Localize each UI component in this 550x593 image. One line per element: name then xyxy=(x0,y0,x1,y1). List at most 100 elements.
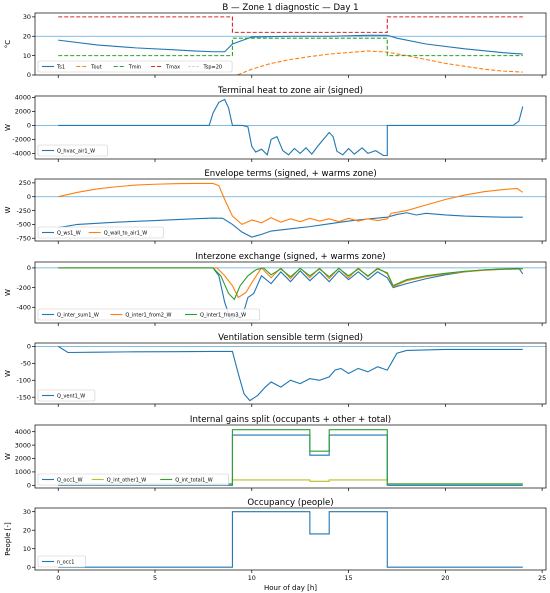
y-tick-label: -250 xyxy=(16,207,31,215)
series-q-vent1-w xyxy=(57,345,523,402)
y-tick-label: -750 xyxy=(16,234,31,242)
series-tmin xyxy=(58,37,523,57)
axes-frame xyxy=(34,261,547,324)
y-tick-label: 30 xyxy=(23,508,31,516)
series-tout xyxy=(235,50,523,75)
x-tick-label: 20 xyxy=(441,574,449,582)
y-tick-label: -100 xyxy=(16,376,31,384)
legend: Q_occ1_W Q_int_other1_W Q_int_total1_W xyxy=(37,473,229,486)
x-tick-label: 25 xyxy=(538,574,546,582)
panel-3: Envelope terms (signed, + warms zone) W -7… xyxy=(4,169,547,244)
y-tick-label: 10 xyxy=(23,52,31,60)
series-q-hvac-air1-w xyxy=(58,98,524,157)
y-axis-label: People [-] xyxy=(4,522,12,556)
x-tick-label: 0 xyxy=(56,574,60,582)
axes-frame xyxy=(34,507,547,571)
series-q-inter1-from3-w xyxy=(58,267,523,301)
y-tick-label: -2000 xyxy=(12,136,31,144)
legend-box xyxy=(37,555,86,568)
panel-title: Terminal heat to zone air (signed) xyxy=(217,86,363,96)
y-tick-label: -200 xyxy=(16,284,31,292)
series-q-int-total1-w xyxy=(58,429,523,485)
y-axis-label: W xyxy=(4,370,12,377)
x-tick-label: 5 xyxy=(153,574,157,582)
y-tick-label: 2000 xyxy=(15,455,31,463)
panel-title: B — Zone 1 diagnostic — Day 1 xyxy=(222,3,358,13)
legend-label: Q_hvac_air1_W xyxy=(57,148,95,154)
legend: Q_hvac_air1_W xyxy=(37,144,108,157)
y-tick-label: 250 xyxy=(19,179,31,187)
panel-2: Terminal heat to zone air (signed) W -4000… xyxy=(4,86,547,162)
legend-label: Q_int_other1_W xyxy=(107,477,146,483)
legend-label: Q_ws1_W xyxy=(57,230,81,236)
y-tick-label: -50 xyxy=(21,360,31,368)
y-tick-label: 3000 xyxy=(15,441,31,449)
legend-label: Tsp=20 xyxy=(203,64,223,70)
y-axis-label: W xyxy=(4,124,12,131)
series-tmax xyxy=(58,16,523,33)
panel-5: Ventilation sensible term (signed) W -150 -… xyxy=(4,333,547,407)
y-tick-label: -4000 xyxy=(12,150,31,158)
y-axis-label: W xyxy=(4,289,12,296)
y-tick-label: 2000 xyxy=(15,108,31,116)
series-q-inter1-from2-w xyxy=(58,267,523,299)
legend-label: Q_int_total1_W xyxy=(175,477,213,483)
legend-label: Tmax xyxy=(165,64,180,70)
y-tick-label: 0 xyxy=(27,122,31,130)
x-tick-label: 10 xyxy=(248,574,256,582)
legend-label: Q_inter_sum1_W xyxy=(57,312,99,318)
legend-label: Q_inter1_from2_W xyxy=(125,312,171,318)
x-tick-label: 15 xyxy=(344,574,352,582)
y-tick-label: -400 xyxy=(16,303,31,311)
x-axis-label: Hour of day [h] xyxy=(264,584,317,592)
series-q-ws1-w xyxy=(58,212,523,238)
legend-label: Q_occ1_W xyxy=(57,477,83,483)
y-tick-label: 0 xyxy=(27,193,31,201)
y-tick-label: 0 xyxy=(27,343,31,351)
legend-label: Tout xyxy=(90,64,101,70)
y-tick-label: 0 xyxy=(27,482,31,490)
panel-4: Interzone exchange (signed, + warms zone… xyxy=(4,252,547,326)
panel-7: Occupancy (people) People [-] 0 10 20 30 0 5 10 1… xyxy=(4,498,547,592)
series-ts1 xyxy=(58,34,523,55)
legend-box xyxy=(37,144,108,157)
panel-title: Interzone exchange (signed, + warms zone… xyxy=(195,252,385,262)
panel-title: Internal gains split (occupants + other … xyxy=(190,415,391,425)
legend-label: Ts1 xyxy=(56,64,65,70)
legend: Q_ws1_W Q_wall_to_air1_W xyxy=(37,226,164,239)
y-tick-label: 20 xyxy=(23,32,31,40)
y-tick-label: 0 xyxy=(27,264,31,272)
panel-1: B — Zone 1 diagnostic — Day 1 °C 0 10 20 30 Ts… xyxy=(4,3,547,79)
y-tick-label: 30 xyxy=(23,13,31,21)
legend-box xyxy=(37,308,260,321)
y-tick-label: 4000 xyxy=(15,94,31,102)
panel-title: Ventilation sensible term (signed) xyxy=(218,333,363,343)
legend: Q_inter_sum1_W Q_inter1_from2_W Q_inter1_f… xyxy=(37,308,260,321)
axes-frame xyxy=(34,95,547,160)
y-tick-label: 10 xyxy=(23,545,31,553)
series-n-occ1 xyxy=(58,511,523,568)
y-axis-label: °C xyxy=(4,40,12,49)
axes-frame xyxy=(34,342,547,405)
panel-title: Occupancy (people) xyxy=(247,498,333,508)
panel-6: Internal gains split (occupants + other … xyxy=(4,415,547,491)
y-tick-label: 20 xyxy=(23,526,31,534)
legend-label: Q_vent1_W xyxy=(57,393,85,399)
panel-title: Envelope terms (signed, + warms zone) xyxy=(204,169,376,179)
axes-frame xyxy=(34,178,547,242)
legend: Ts1 Tout Tmin Tmax Tsp=20 xyxy=(37,60,233,73)
axes-frame xyxy=(34,12,547,76)
y-tick-label: 1000 xyxy=(15,468,31,476)
y-tick-label: 4000 xyxy=(15,428,31,436)
y-axis-label: W xyxy=(4,206,12,213)
legend-label: Q_inter1_from3_W xyxy=(200,312,246,318)
legend-label: Tmin xyxy=(128,64,141,70)
legend-label: n_occ1 xyxy=(57,559,74,565)
legend-label: Q_wall_to_air1_W xyxy=(104,230,148,236)
y-axis-label: W xyxy=(4,453,12,460)
legend-box xyxy=(37,473,229,486)
legend-box xyxy=(37,60,233,73)
y-tick-label: -500 xyxy=(16,221,31,229)
legend-box xyxy=(37,389,96,402)
